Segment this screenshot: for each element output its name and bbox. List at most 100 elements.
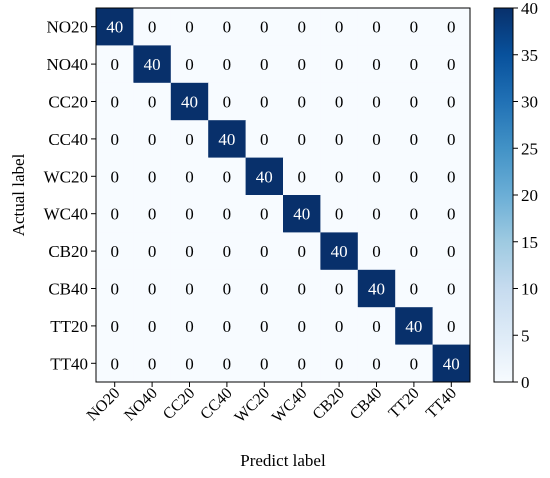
- colorbar: [493, 7, 514, 383]
- heatmap-cell: [245, 195, 284, 233]
- cell-value-label: 0: [185, 242, 194, 261]
- heatmap-cell: [96, 120, 134, 159]
- cell-value-label: 40: [218, 130, 235, 149]
- heatmap-cell: [245, 307, 284, 346]
- cell-value-label: 0: [372, 55, 381, 74]
- heatmap-cell: [320, 82, 359, 121]
- cell-value-label: 0: [372, 167, 381, 186]
- y-tick-label: TT20: [50, 317, 88, 336]
- heatmap-cell: [283, 195, 321, 233]
- heatmap-cell: [208, 8, 247, 46]
- y-tick-label: CC20: [48, 93, 88, 112]
- heatmap-cell: [170, 45, 209, 84]
- heatmap-cell: [96, 82, 134, 121]
- cell-value-label: 0: [223, 242, 232, 261]
- cell-value-label: 0: [335, 317, 344, 336]
- heatmap-cell: [320, 344, 359, 383]
- x-tick-label: CC20: [160, 385, 198, 423]
- heatmap-cell: [283, 157, 321, 196]
- cell-value-label: 0: [297, 93, 306, 112]
- y-tick-label: CB40: [48, 280, 88, 299]
- heatmap-cell: [395, 8, 434, 46]
- cell-value-label: 0: [260, 130, 269, 149]
- cell-value-label: 0: [447, 55, 456, 74]
- cell-value-label: 0: [148, 242, 157, 261]
- heatmap-cell: [170, 120, 209, 159]
- y-axis-title: Actual label: [9, 153, 28, 236]
- heatmap-cell: [133, 195, 172, 233]
- colorbar-ticks: 0 5 10 15 20 25 30 35 40: [513, 0, 538, 392]
- cell-value-label: 0: [410, 280, 419, 299]
- cell-value-label: 40: [256, 167, 273, 186]
- cell-value-label: 0: [223, 205, 232, 224]
- cell-value-label: 0: [410, 242, 419, 261]
- heatmap-cell: [170, 269, 209, 308]
- cell-value-label: 0: [223, 317, 232, 336]
- cell-value-label: 0: [185, 205, 194, 224]
- cell-value-label: 0: [260, 354, 269, 373]
- cell-value-label: 0: [297, 242, 306, 261]
- cell-value-label: 0: [223, 167, 232, 186]
- heatmap-cell: [395, 344, 434, 383]
- heatmap-cell: [245, 45, 284, 84]
- cell-value-label: 0: [335, 167, 344, 186]
- heatmap-cell: [133, 45, 172, 84]
- cell-value-label: 0: [185, 317, 194, 336]
- x-tick-label: TT40: [423, 385, 460, 422]
- cell-value-label: 0: [297, 167, 306, 186]
- cell-value-label: 0: [410, 130, 419, 149]
- heatmap-cell: [283, 269, 321, 308]
- y-tick-label: WC40: [44, 205, 88, 224]
- heatmap-cell: [208, 232, 247, 271]
- cell-value-label: 0: [260, 18, 269, 37]
- cell-value-label: 40: [368, 280, 385, 299]
- cell-value-label: 0: [447, 242, 456, 261]
- heatmap-cell: [208, 45, 247, 84]
- colorbar-tick-label: 25: [521, 139, 538, 158]
- heatmap-cell: [432, 344, 471, 383]
- cell-value-label: 0: [297, 55, 306, 74]
- heatmap-cell: [432, 120, 471, 159]
- y-tick-label: NO20: [46, 18, 88, 37]
- heatmap-cell: [208, 195, 247, 233]
- x-tick-label: TT20: [386, 385, 423, 422]
- heatmap-cell: [170, 232, 209, 271]
- cell-value-label: 0: [185, 130, 194, 149]
- cell-value-label: 0: [335, 280, 344, 299]
- heatmap-cell: [245, 157, 284, 196]
- heatmap-cell: [320, 195, 359, 233]
- cell-value-label: 0: [447, 130, 456, 149]
- cell-value-label: 0: [148, 317, 157, 336]
- y-tick-label: NO40: [46, 55, 88, 74]
- heatmap-cell: [133, 157, 172, 196]
- cell-value-label: 0: [185, 354, 194, 373]
- cell-value-label: 0: [335, 18, 344, 37]
- heatmap-cell: [283, 45, 321, 84]
- colorbar-tick-label: 15: [521, 233, 538, 252]
- heatmap-cell: [283, 82, 321, 121]
- colorbar-tick-label: 0: [521, 373, 530, 392]
- heatmap-cell: [320, 269, 359, 308]
- cell-value-label: 0: [447, 93, 456, 112]
- cell-value-label: 0: [372, 18, 381, 37]
- cell-value-label: 0: [110, 167, 119, 186]
- heatmap-cell: [283, 8, 321, 46]
- heatmap-frame: [95, 7, 471, 383]
- heatmap-cell: [245, 232, 284, 271]
- heatmap-cell: [245, 344, 284, 383]
- heatmap-cell: [245, 120, 284, 159]
- heatmap-cell: [245, 82, 284, 121]
- cell-value-label: 0: [110, 317, 119, 336]
- cell-value-label: 0: [110, 242, 119, 261]
- heatmap-cell: [283, 120, 321, 159]
- heatmap-cell: [432, 232, 471, 271]
- heatmap-cell: [170, 195, 209, 233]
- cell-value-label: 0: [148, 93, 157, 112]
- heatmap-cell: [357, 307, 396, 346]
- cell-value-label: 0: [185, 167, 194, 186]
- cell-value-label: 0: [447, 317, 456, 336]
- cell-value-label: 0: [110, 205, 119, 224]
